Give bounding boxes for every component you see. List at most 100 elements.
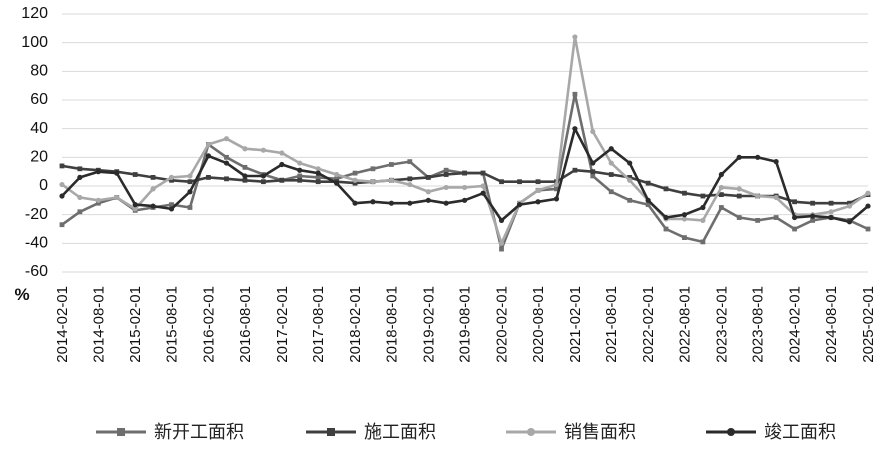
data-point xyxy=(865,190,871,196)
data-point xyxy=(792,226,797,232)
legend-item: 竣工面积 xyxy=(706,422,836,443)
series-4 xyxy=(59,126,871,225)
data-point xyxy=(169,202,174,208)
data-point xyxy=(755,218,761,223)
data-point xyxy=(718,205,724,210)
data-point xyxy=(718,192,724,197)
data-point xyxy=(700,204,706,211)
data-point xyxy=(114,194,120,201)
y-tick-label: -40 xyxy=(25,235,48,252)
data-point xyxy=(627,177,633,183)
data-point xyxy=(132,172,138,177)
data-point xyxy=(718,171,724,178)
data-point xyxy=(425,197,431,203)
data-point xyxy=(480,170,486,176)
data-point xyxy=(443,200,449,206)
data-point xyxy=(150,186,156,192)
x-tick-label: 2025-02-01 xyxy=(860,286,877,363)
data-point xyxy=(315,175,321,180)
data-point xyxy=(260,147,266,153)
data-point xyxy=(388,162,394,167)
data-point xyxy=(59,222,65,228)
data-point xyxy=(755,154,761,160)
data-point xyxy=(462,170,467,176)
data-point xyxy=(645,180,651,186)
legend-item: 新开工面积 xyxy=(96,422,244,443)
data-point xyxy=(700,217,706,223)
data-point xyxy=(407,159,413,165)
data-point xyxy=(315,170,321,176)
data-point xyxy=(755,193,761,199)
data-point xyxy=(132,202,138,208)
data-point xyxy=(461,197,468,203)
data-point xyxy=(132,206,138,212)
data-point xyxy=(59,163,65,169)
y-tick-label: 40 xyxy=(30,120,48,137)
data-point xyxy=(810,218,816,223)
x-tick-label: 2014-08-01 xyxy=(90,286,107,363)
data-point xyxy=(297,160,303,166)
series-3 xyxy=(59,34,871,246)
data-point xyxy=(370,179,376,185)
data-point xyxy=(352,177,358,183)
x-tick-label: 2015-02-01 xyxy=(127,286,144,363)
data-point xyxy=(260,173,266,179)
data-point xyxy=(773,194,779,201)
x-tick-label: 2014-02-01 xyxy=(54,286,71,363)
x-tick-label: 2016-08-01 xyxy=(237,286,254,363)
data-point xyxy=(187,173,193,179)
data-point xyxy=(828,200,834,206)
x-tick-label: 2018-02-01 xyxy=(347,286,364,363)
x-tick-label: 2016-02-01 xyxy=(200,286,217,363)
data-point xyxy=(242,146,248,152)
data-point xyxy=(334,171,340,178)
data-point xyxy=(498,217,505,223)
data-point xyxy=(682,190,687,196)
y-tick-label: -20 xyxy=(25,206,48,223)
data-point xyxy=(114,170,120,176)
data-point xyxy=(700,193,706,199)
data-point xyxy=(279,150,285,156)
data-point xyxy=(352,180,358,186)
y-tick-label: 0 xyxy=(39,177,48,194)
x-tick-label: 2023-08-01 xyxy=(750,286,767,363)
data-point xyxy=(224,154,229,160)
data-point xyxy=(77,166,83,172)
y-tick-label: 100 xyxy=(21,34,48,51)
legend-label: 施工面积 xyxy=(364,422,436,443)
data-point xyxy=(168,174,175,180)
data-point xyxy=(242,173,248,179)
data-point xyxy=(59,193,65,199)
x-tick-label: 2018-08-01 xyxy=(383,286,400,363)
data-point xyxy=(461,184,468,191)
data-point xyxy=(77,209,83,215)
data-point xyxy=(590,160,596,166)
data-point xyxy=(206,175,211,180)
data-point xyxy=(279,177,285,183)
legend-marker xyxy=(727,428,735,436)
data-point xyxy=(554,186,559,192)
x-axis-tick-labels: 2014-02-01 2014-08-01 2015-02-01 2015-08-01… xyxy=(54,286,877,363)
data-point xyxy=(425,175,431,180)
legend-item: 施工面积 xyxy=(306,422,436,443)
data-point xyxy=(407,176,413,182)
x-tick-label: 2019-08-01 xyxy=(457,286,474,363)
data-point xyxy=(77,194,83,201)
data-point xyxy=(425,189,431,195)
x-tick-label: 2020-08-01 xyxy=(530,286,547,363)
data-point xyxy=(590,169,596,175)
data-point xyxy=(260,179,266,185)
data-point xyxy=(95,197,101,203)
data-point xyxy=(187,179,193,185)
data-point xyxy=(242,177,248,183)
data-point xyxy=(370,166,376,172)
data-point xyxy=(205,141,212,148)
data-point xyxy=(370,199,376,205)
data-point xyxy=(645,197,651,203)
data-point xyxy=(810,213,816,219)
x-tick-label: 2017-08-01 xyxy=(310,286,327,363)
data-point xyxy=(535,179,541,185)
data-point xyxy=(865,203,871,209)
y-tick-label: 60 xyxy=(30,91,48,108)
data-point xyxy=(169,177,174,183)
